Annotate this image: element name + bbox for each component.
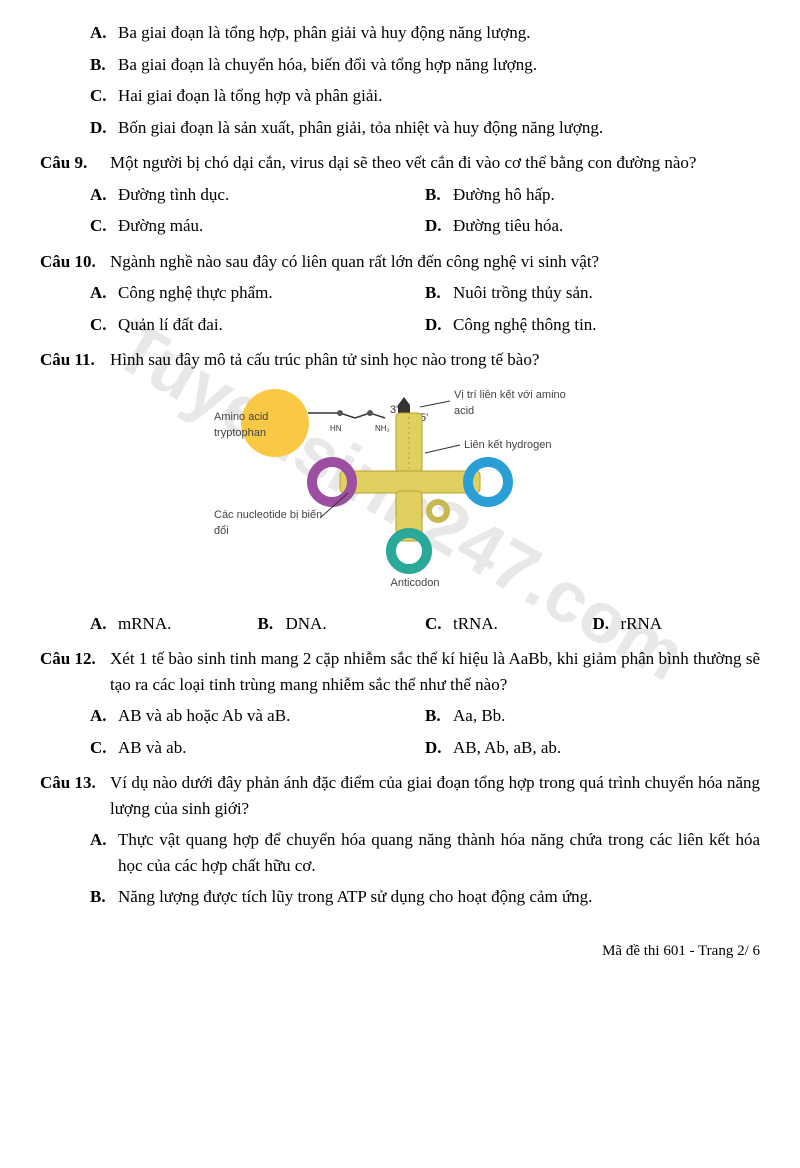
opt-letter: B. (90, 884, 118, 910)
opt-text: Đường máu. (118, 213, 203, 239)
opt-letter: B. (90, 52, 118, 78)
q12: Câu 12. Xét 1 tế bào sinh tinh mang 2 cặ… (40, 646, 760, 697)
opt-letter: B. (425, 182, 453, 208)
opt-text: Aa, Bb. (453, 703, 505, 729)
acceptor-arrow (398, 405, 410, 413)
q9: Câu 9. Một người bị chó dại cắn, virus d… (40, 150, 760, 176)
variable-loop (429, 502, 447, 520)
opt-text: Hai giai đoạn là tổng hợp và phân giải. (118, 83, 760, 109)
question-text: Ngành nghề nào sau đây có liên quan rất … (110, 249, 760, 275)
opt-letter: A. (90, 703, 118, 729)
opt-letter: D. (425, 735, 453, 761)
opt-text: Đường tiêu hóa. (453, 213, 563, 239)
label-hydrogen-bond: Liên kết hydrogen (464, 437, 584, 454)
opt-letter: A. (90, 20, 118, 46)
opt-letter: A. (90, 280, 118, 306)
opt-letter: A. (90, 182, 118, 208)
opt-text: rRNA (621, 611, 663, 637)
opt-text: Nuôi trồng thủy sản. (453, 280, 593, 306)
label-binding-site: Vị trí liên kết với amino acid (454, 387, 584, 420)
opt-text: DNA. (286, 611, 327, 637)
opt-text: Công nghệ thực phẩm. (118, 280, 273, 306)
opt-letter: C. (425, 611, 453, 637)
opt-text: Ba giai đoạn là tổng hợp, phân giải và h… (118, 20, 760, 46)
opt-text: Thực vật quang hợp để chuyển hóa quang n… (118, 827, 760, 878)
tryptophan-molecule: HN NH₂ (308, 410, 390, 433)
opt-letter: D. (425, 312, 453, 338)
horizontal-stem (340, 471, 480, 493)
opt-letter: B. (425, 703, 453, 729)
question-number: Câu 9. (40, 150, 110, 176)
question-text: Ví dụ nào dưới đây phản ánh đặc điểm của… (110, 770, 760, 821)
question-number: Câu 10. (40, 249, 110, 275)
opt-text: Đường tình dục. (118, 182, 229, 208)
label-anticodon: Anticodon (380, 575, 450, 592)
question-number: Câu 11. (40, 347, 110, 373)
q11-options: A.mRNA. B.DNA. C.tRNA. D.rRNA (40, 611, 760, 637)
opt-text: Quản lí đất đai. (118, 312, 223, 338)
opt-letter: B. (425, 280, 453, 306)
opt-letter: C. (90, 83, 118, 109)
svg-text:NH₂: NH₂ (375, 424, 390, 433)
opt-letter: D. (593, 611, 621, 637)
question-text: Một người bị chó dại cắn, virus dại sẽ t… (110, 150, 760, 176)
opt-text: tRNA. (453, 611, 498, 637)
question-text: Hình sau đây mô tả cấu trúc phân tử sinh… (110, 347, 760, 373)
opt-text: Công nghệ thông tin. (453, 312, 597, 338)
opt-text: mRNA. (118, 611, 171, 637)
opt-text: AB và ab hoặc Ab và aB. (118, 703, 290, 729)
question-number: Câu 12. (40, 646, 110, 697)
trna-diagram: HN NH₂ 3' 5' (40, 383, 760, 593)
label-amino-acid: Amino acid tryptophan (214, 409, 294, 442)
opt-letter: D. (425, 213, 453, 239)
page-footer: Mã đề thi 601 - Trang 2/ 6 (40, 940, 760, 963)
opt-text: AB và ab. (118, 735, 186, 761)
svg-text:HN: HN (330, 424, 342, 433)
opt-text: Đường hô hấp. (453, 182, 555, 208)
opt-text: Bốn giai đoạn là sản xuất, phân giải, tỏ… (118, 115, 760, 141)
q10: Câu 10. Ngành nghề nào sau đây có liên q… (40, 249, 760, 275)
opt-letter: A. (90, 827, 118, 878)
opt-letter: B. (258, 611, 286, 637)
opt-letter: A. (90, 611, 118, 637)
opt-letter: D. (90, 115, 118, 141)
question-number: Câu 13. (40, 770, 110, 821)
opt-text: Năng lượng được tích lũy trong ATP sử dụ… (118, 884, 760, 910)
q11: Câu 11. Hình sau đây mô tả cấu trúc phân… (40, 347, 760, 373)
opt-letter: C. (90, 735, 118, 761)
opt-text: AB, Ab, aB, ab. (453, 735, 561, 761)
opt-text: Ba giai đoạn là chuyển hóa, biến đổi và … (118, 52, 760, 78)
q13: Câu 13. Ví dụ nào dưới đây phản ánh đặc … (40, 770, 760, 821)
label-modified-nucleotides: Các nucleotide bị biến đổi (214, 507, 324, 540)
opt-letter: C. (90, 312, 118, 338)
q8-options: A.Ba giai đoạn là tổng hợp, phân giải và… (40, 20, 760, 140)
document-content: A.Ba giai đoạn là tổng hợp, phân giải và… (40, 20, 760, 962)
question-text: Xét 1 tế bào sinh tinh mang 2 cặp nhiễm … (110, 646, 760, 697)
opt-letter: C. (90, 213, 118, 239)
